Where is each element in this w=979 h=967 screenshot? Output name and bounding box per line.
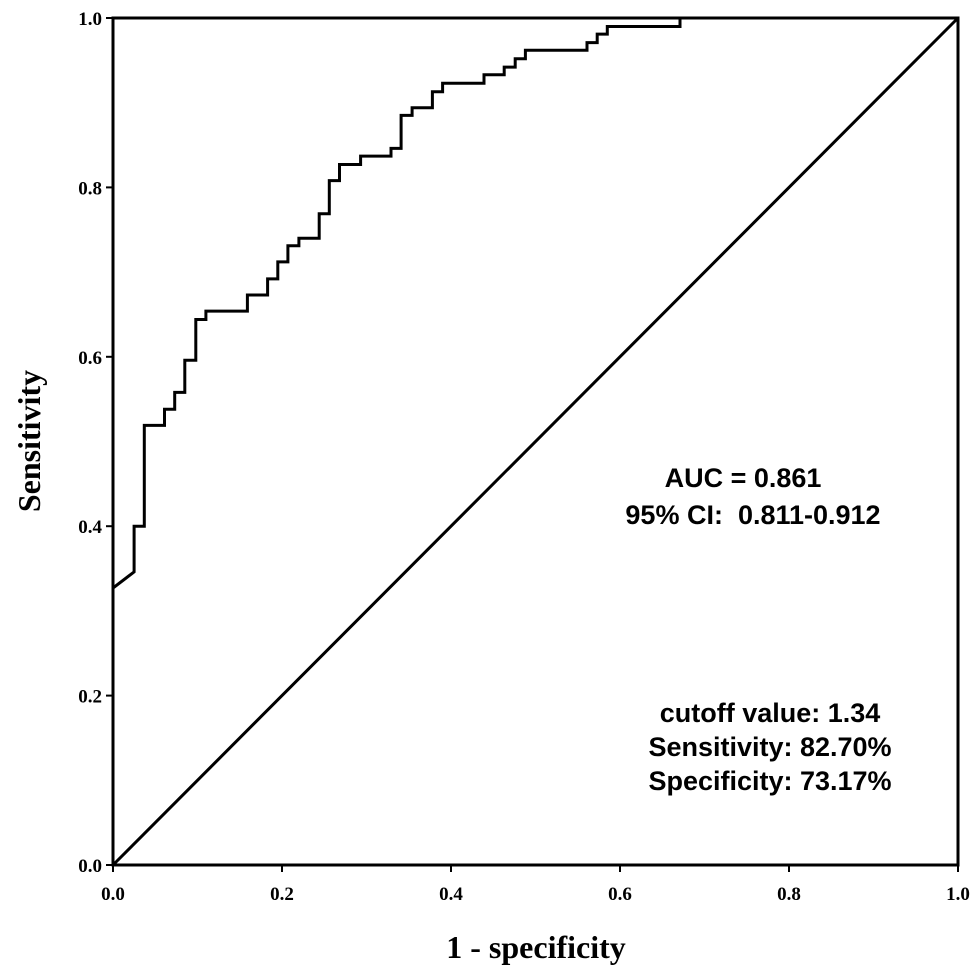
x-tick-label: 0.4 bbox=[439, 884, 463, 905]
y-tick-label: 0.2 bbox=[78, 687, 102, 708]
y-tick-label: 1.0 bbox=[78, 9, 102, 30]
specificity-annotation: Specificity: 73.17% bbox=[648, 766, 891, 796]
reference-diagonal-line bbox=[111, 16, 960, 867]
y-tick-label: 0.0 bbox=[78, 856, 102, 877]
x-axis-ticks: 0.0 0.2 0.4 0.6 0.8 1.0 bbox=[101, 865, 970, 905]
y-tick-label: 0.6 bbox=[78, 348, 102, 369]
x-tick-label: 1.0 bbox=[946, 884, 970, 905]
y-tick-label: 0.4 bbox=[78, 517, 102, 538]
y-axis-ticks: 0.0 0.2 0.4 0.6 0.8 1.0 bbox=[78, 9, 113, 877]
x-tick-label: 0.2 bbox=[270, 884, 294, 905]
sensitivity-annotation: Sensitivity: 82.70% bbox=[648, 732, 891, 762]
y-axis-title: Sensitivity bbox=[11, 370, 47, 512]
auc-annotation: AUC = 0.861 bbox=[665, 463, 822, 493]
roc-curve bbox=[111, 16, 958, 865]
cutoff-annotation: cutoff value: 1.34 bbox=[660, 698, 881, 728]
x-tick-label: 0.8 bbox=[777, 884, 801, 905]
ci-annotation: 95% CI: 0.811-0.912 bbox=[625, 500, 880, 530]
x-axis-title: 1 - specificity bbox=[446, 929, 626, 965]
plot-frame bbox=[111, 16, 960, 867]
y-tick-label: 0.8 bbox=[78, 178, 102, 199]
x-tick-label: 0.6 bbox=[608, 884, 632, 905]
x-tick-label: 0.0 bbox=[101, 884, 125, 905]
